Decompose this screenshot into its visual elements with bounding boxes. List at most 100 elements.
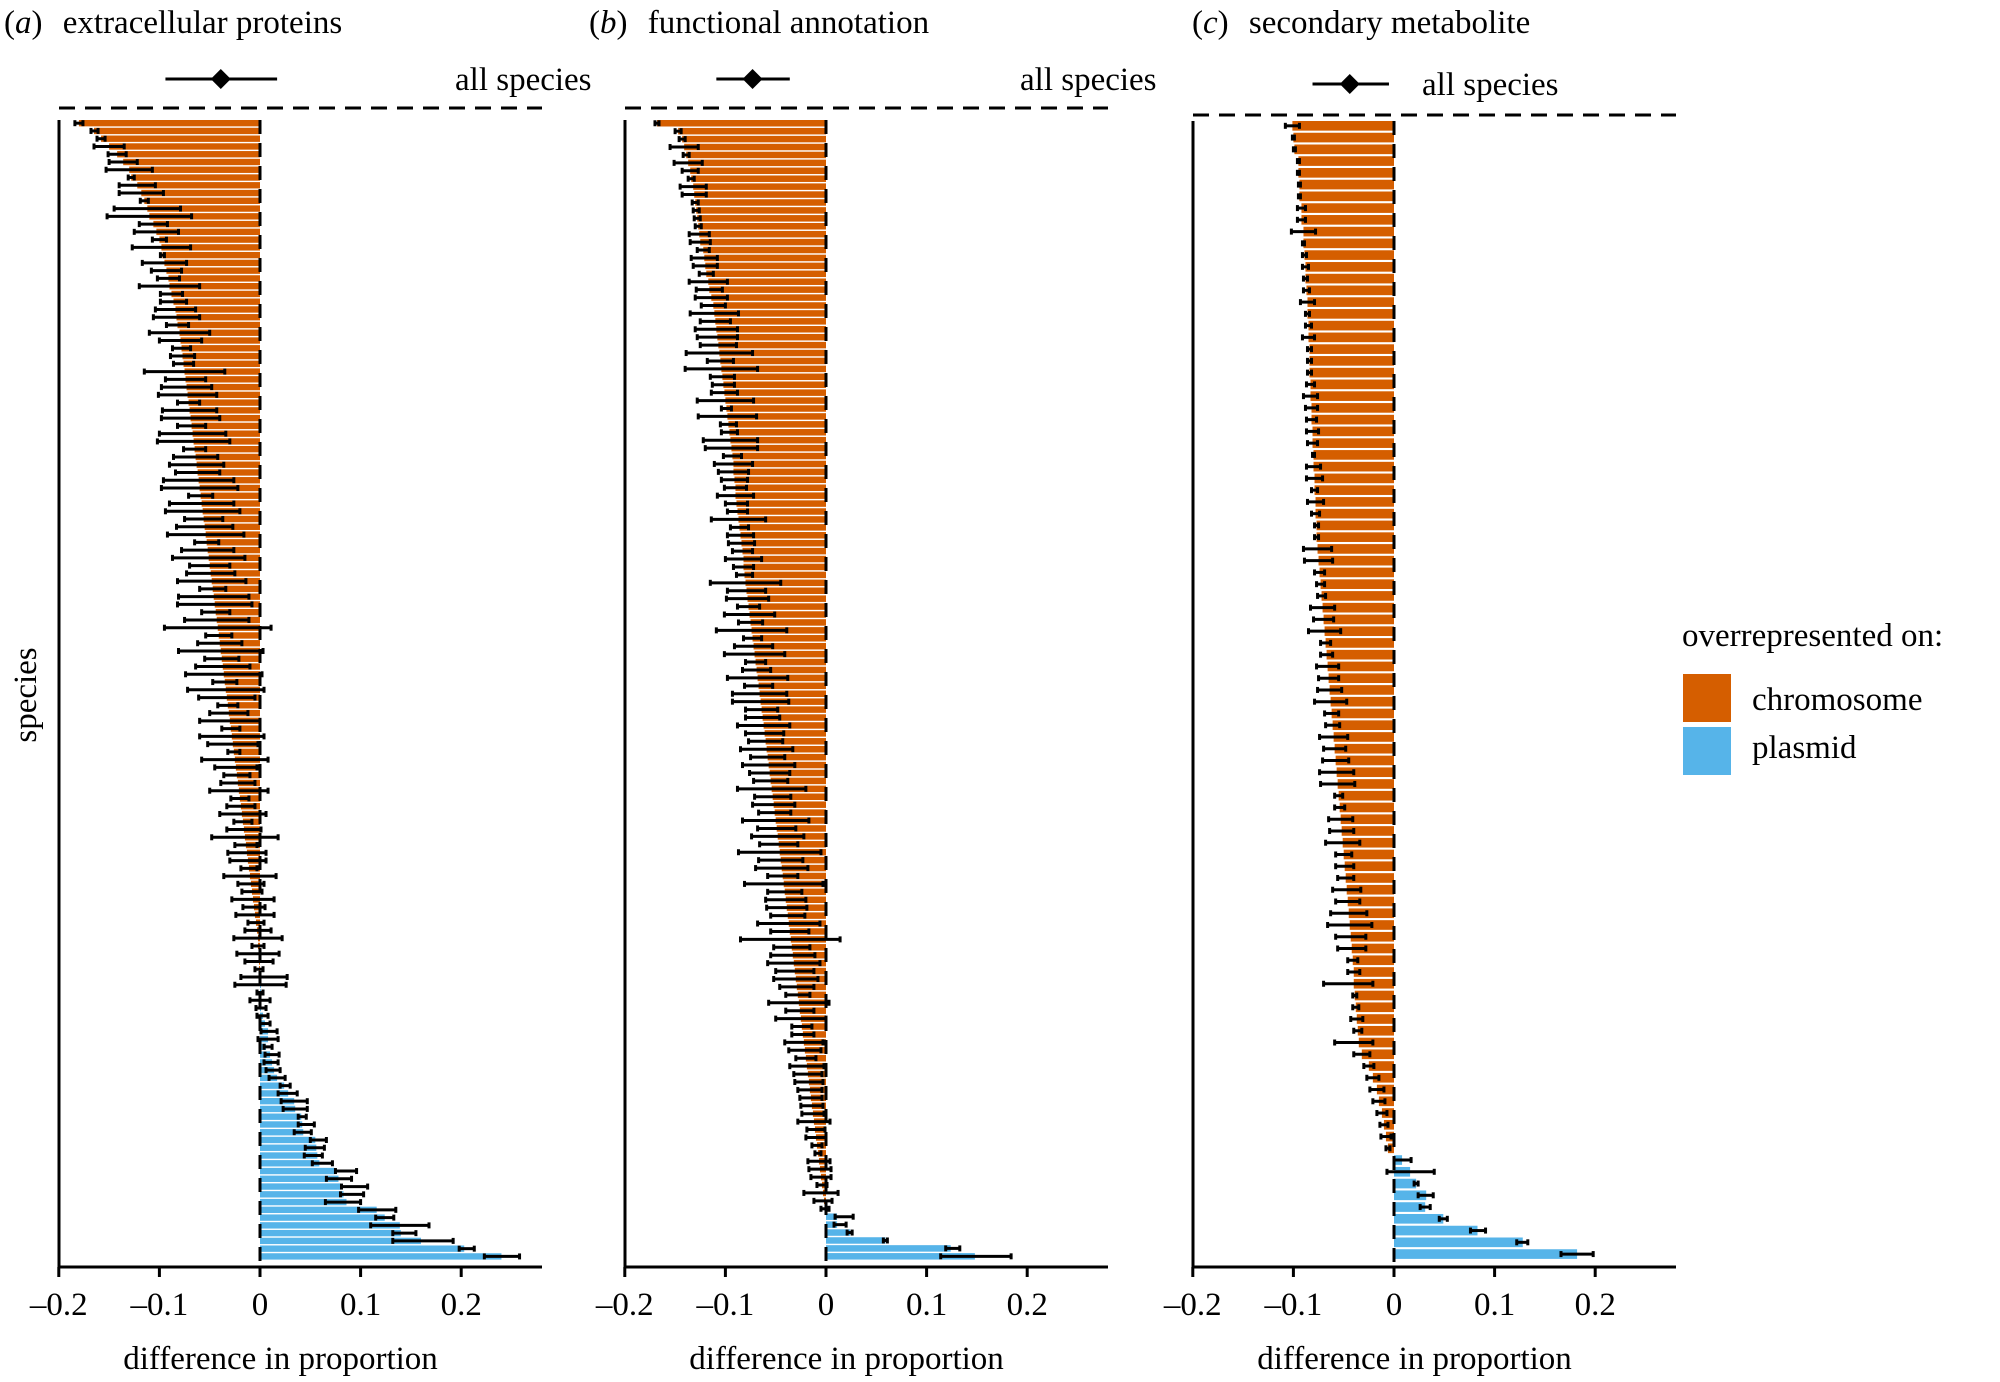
panel-title: (a) extracellular proteins (4, 5, 342, 41)
bar (1298, 168, 1394, 178)
bar (1323, 614, 1394, 625)
bar (1304, 250, 1394, 260)
bar (772, 793, 826, 801)
bar (703, 246, 826, 254)
bar (1313, 450, 1394, 460)
bar (1315, 497, 1394, 507)
bar (1350, 931, 1394, 942)
bar (1326, 649, 1394, 660)
bar (1307, 309, 1394, 319)
bar (94, 127, 260, 135)
bar (260, 1191, 344, 1198)
bar (746, 587, 826, 594)
x-axis-label: difference in proportion (689, 1341, 1004, 1377)
bar (678, 127, 826, 135)
bar (1347, 896, 1394, 907)
bar (713, 302, 826, 309)
bar (1303, 226, 1394, 237)
bar (162, 251, 260, 259)
bar (186, 383, 260, 391)
bar (787, 912, 826, 919)
bar (260, 1253, 502, 1260)
bar (230, 725, 260, 732)
bar (1320, 579, 1394, 589)
bar (715, 318, 826, 325)
bar (1335, 755, 1394, 766)
bar (1334, 743, 1394, 754)
bar (1309, 344, 1394, 354)
x-tick-label: 0.2 (1007, 1287, 1048, 1323)
bar (769, 769, 826, 777)
bar (147, 205, 260, 212)
bar (1301, 203, 1394, 213)
bar (755, 658, 826, 666)
bar (1311, 403, 1394, 413)
bar (129, 166, 260, 173)
bar (78, 120, 260, 127)
bar (1378, 1096, 1394, 1107)
bar (735, 484, 826, 491)
bar (690, 167, 826, 175)
bar (751, 627, 826, 634)
x-tick-label: –0.2 (1163, 1287, 1222, 1323)
bar (709, 286, 826, 293)
bar (1352, 955, 1394, 966)
bar (738, 516, 826, 523)
bar (745, 579, 826, 587)
bar (733, 468, 826, 476)
bar (724, 389, 826, 396)
bar (196, 461, 260, 468)
bar (743, 563, 826, 571)
bar (175, 306, 260, 313)
bar (826, 1253, 975, 1260)
bar (260, 1136, 316, 1144)
bar (756, 666, 826, 674)
bar (826, 1221, 838, 1228)
bar (826, 1229, 851, 1236)
bar (1317, 544, 1394, 554)
bar (739, 524, 826, 531)
panel-a: (a) extracellular proteins all species –0… (4, 5, 592, 1377)
bar (730, 436, 826, 444)
bar (131, 174, 260, 181)
bar (260, 1113, 302, 1120)
bar (260, 1183, 341, 1190)
bar (801, 1023, 826, 1030)
bar (1348, 908, 1394, 919)
bar (1356, 1014, 1394, 1024)
x-tick-label: 0.1 (1474, 1287, 1515, 1323)
bar (260, 1129, 304, 1136)
bar (750, 619, 826, 626)
bar (762, 714, 826, 721)
bar (728, 421, 826, 428)
bar (221, 655, 260, 662)
bar (741, 539, 826, 547)
legend-title: overrepresented on: (1682, 618, 1943, 654)
bar (260, 1175, 339, 1182)
panel-title: (b) functional annotation (589, 5, 929, 41)
bar (1307, 297, 1394, 307)
bar (260, 1206, 377, 1214)
legend-label-plasmid: plasmid (1752, 730, 1857, 766)
bar (1338, 790, 1394, 801)
bar (233, 748, 260, 756)
panel-b: (b) functional annotation all species –0.… (589, 5, 1157, 1377)
bar (1308, 320, 1394, 331)
bar (168, 275, 260, 282)
bar (714, 310, 826, 317)
bar (729, 429, 826, 436)
bar (722, 373, 826, 381)
bar (137, 182, 260, 189)
bar (1311, 414, 1394, 425)
bar (1294, 144, 1394, 155)
bar (153, 220, 260, 228)
bar (760, 698, 826, 705)
bar (189, 407, 260, 414)
bar (260, 1082, 285, 1089)
bar (1325, 638, 1394, 648)
bar (704, 254, 826, 262)
bar (1394, 1237, 1523, 1248)
bar (171, 290, 260, 298)
bar (1345, 873, 1394, 883)
bar (705, 262, 826, 270)
